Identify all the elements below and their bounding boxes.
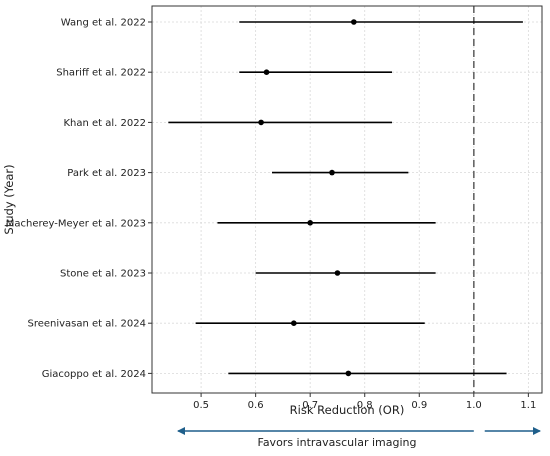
study-label: Shariff et al. 2022 (56, 68, 146, 79)
study-label: Park et al. 2023 (67, 168, 146, 179)
odds-ratio-point (291, 320, 297, 327)
axes (151, 5, 543, 394)
x-tick-labels: 0.5 0.6 0.7 0.8 0.9 1.0 1.1 (193, 393, 536, 411)
study-label: Sreenivasan et al. 2024 (27, 319, 146, 330)
odds-ratio-point (334, 270, 341, 276)
favors-annotation: Favors intravascular imaging (177, 427, 541, 449)
plot-frame (151, 5, 543, 394)
study-label: Khan et al. 2022 (63, 118, 146, 129)
x-tick-label: 0.9 (411, 400, 427, 411)
x-tick-label: 1.0 (466, 400, 482, 411)
odds-ratio-point (307, 220, 313, 226)
odds-ratio-point (263, 69, 270, 75)
odds-ratio-point (258, 119, 264, 126)
x-tick-label: 0.8 (357, 400, 373, 411)
right-arrowhead-icon (533, 427, 541, 435)
x-tick-label: 0.7 (302, 400, 318, 411)
study-label: Wang et al. 2022 (61, 18, 146, 29)
odds-ratio-point (345, 370, 352, 377)
x-tick-label: 0.5 (193, 400, 209, 411)
odds-ratio-point (329, 169, 335, 176)
study-label: Giacoppo et al. 2024 (42, 369, 146, 380)
y-tick-labels: Wang et al. 2022 Shariff et al. 2022 Khan … (6, 18, 152, 380)
study-label: Macherey-Meyer et al. 2023 (6, 218, 146, 229)
y-axis-title: Study (Year) (2, 164, 16, 234)
x-tick-label: 0.6 (248, 400, 264, 411)
favors-intravascular-imaging-label: Favors intravascular imaging (258, 436, 417, 449)
study-label: Stone et al. 2023 (60, 269, 146, 280)
x-tick-label: 1.1 (520, 400, 536, 411)
left-arrowhead-icon (177, 427, 185, 435)
x-axis-title: Risk Reduction (OR) (290, 403, 405, 417)
study-marks (168, 19, 523, 377)
gridlines (152, 6, 542, 393)
odds-ratio-point (351, 19, 357, 25)
